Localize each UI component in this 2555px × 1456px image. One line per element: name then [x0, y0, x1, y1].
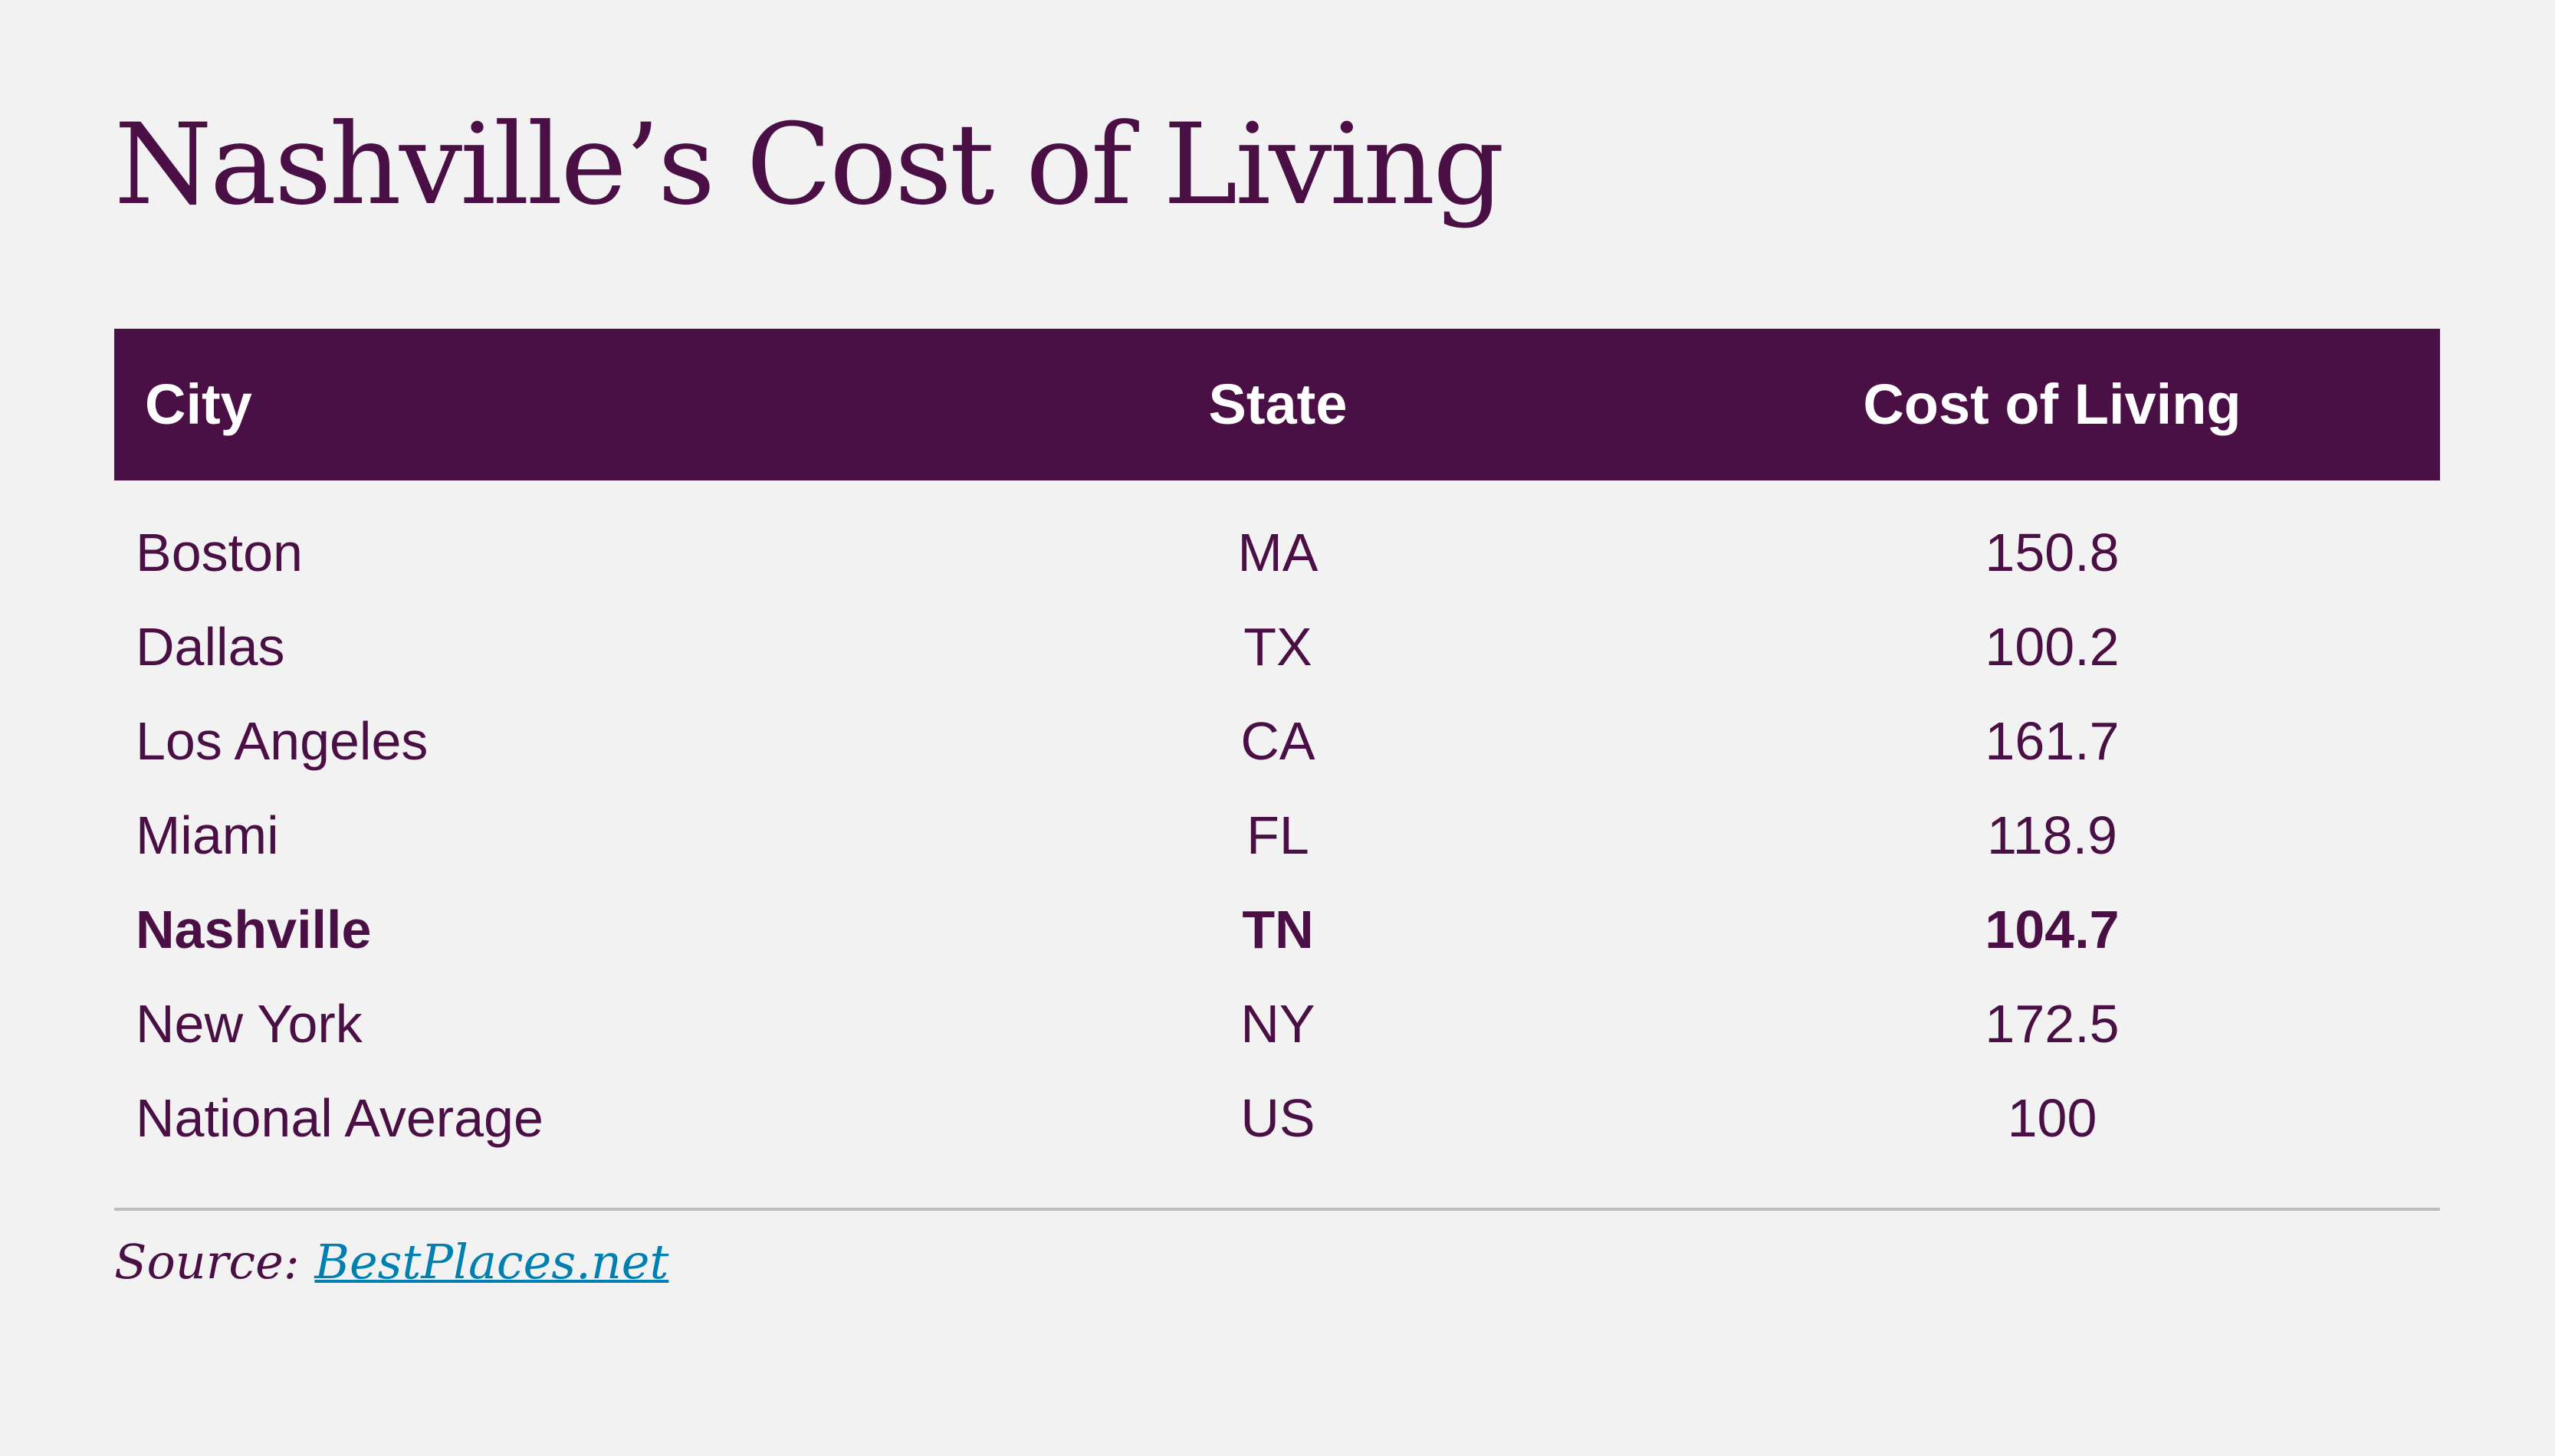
source-link[interactable]: BestPlaces.net — [314, 1234, 669, 1290]
table-header: City State Cost of Living — [114, 329, 2440, 480]
cost-cell: 172.5 — [1985, 994, 2120, 1054]
state-cell: US — [1240, 1088, 1315, 1148]
table-row: Miami FL 118.9 — [114, 789, 2440, 883]
table-row: New York NY 172.5 — [114, 977, 2440, 1071]
cost-cell: 118.9 — [1987, 805, 2117, 865]
table-row: National Average US 100 — [114, 1071, 2440, 1166]
state-cell: TN — [1242, 900, 1314, 959]
table-row: Los Angeles CA 161.7 — [114, 694, 2440, 789]
page-title: Nashville’s Cost of Living — [114, 100, 1505, 230]
table-row: Boston MA 150.8 — [114, 506, 2440, 600]
city-cell: Dallas — [136, 617, 285, 677]
city-cell: Miami — [136, 805, 279, 865]
cost-cell: 100.2 — [1985, 617, 2120, 677]
state-cell: CA — [1240, 711, 1315, 771]
state-cell: TX — [1243, 617, 1312, 677]
state-cell: FL — [1246, 805, 1309, 865]
state-cell: MA — [1237, 523, 1319, 582]
city-cell: Los Angeles — [136, 711, 429, 771]
source-label: Source: — [114, 1234, 300, 1290]
cost-cell: 161.7 — [1985, 711, 2120, 771]
source-line: Source: BestPlaces.net — [114, 1234, 668, 1290]
cost-cell: 104.7 — [1985, 900, 2120, 959]
city-cell: Boston — [136, 523, 303, 582]
divider — [114, 1208, 2440, 1211]
cost-cell: 100 — [2007, 1088, 2097, 1148]
cost-of-living-table: City State Cost of Living Boston MA 150.… — [114, 329, 2440, 1166]
table-row: Dallas TX 100.2 — [114, 600, 2440, 694]
city-cell: Nashville — [136, 900, 372, 959]
header-city: City — [145, 372, 252, 436]
state-cell: NY — [1240, 994, 1315, 1054]
header-state: State — [1208, 372, 1348, 436]
header-cost-of-living: Cost of Living — [1863, 372, 2241, 436]
table-row-highlighted: Nashville TN 104.7 — [114, 883, 2440, 977]
cost-cell: 150.8 — [1985, 523, 2120, 582]
city-cell: National Average — [136, 1088, 544, 1148]
city-cell: New York — [136, 994, 363, 1054]
